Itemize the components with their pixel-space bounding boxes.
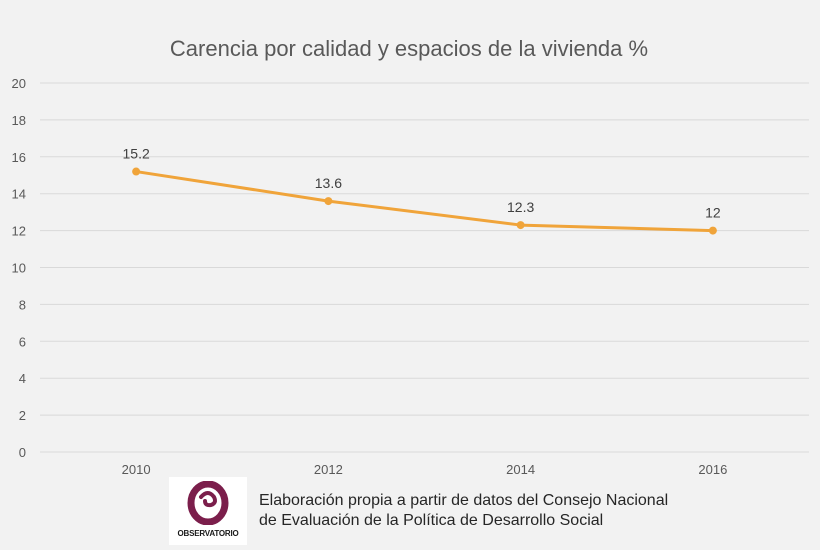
y-tick-label: 12 bbox=[12, 224, 26, 239]
source-line-1: Elaboración propia a partir de datos del… bbox=[259, 492, 669, 509]
gridlines bbox=[40, 82, 809, 453]
y-tick-label: 20 bbox=[12, 76, 26, 91]
data-point bbox=[132, 167, 141, 176]
y-tick-label: 10 bbox=[12, 261, 26, 276]
line-chart: Carencia por calidad y espacios de la vi… bbox=[12, 36, 809, 476]
x-tick-label: 2012 bbox=[314, 462, 343, 476]
data-point bbox=[516, 221, 525, 230]
chart-title: Carencia por calidad y espacios de la vi… bbox=[170, 36, 648, 61]
series-line bbox=[135, 170, 713, 233]
source-line-2: de Evaluación de la Política de Desarrol… bbox=[259, 512, 604, 529]
x-tick-label: 2014 bbox=[506, 462, 535, 476]
observatorio-logo: OBSERVATORIO bbox=[169, 477, 247, 545]
y-tick-label: 18 bbox=[12, 113, 26, 128]
y-tick-label: 8 bbox=[19, 297, 26, 312]
y-tick-label: 4 bbox=[19, 371, 26, 386]
data-label: 15.2 bbox=[123, 146, 150, 162]
y-tick-label: 6 bbox=[19, 334, 26, 349]
data-label: 12.3 bbox=[507, 199, 534, 215]
y-tick-label: 16 bbox=[12, 150, 26, 165]
x-tick-label: 2016 bbox=[698, 462, 727, 476]
data-points bbox=[132, 167, 717, 235]
footer: OBSERVATORIO Elaboración propia a partir… bbox=[169, 476, 668, 546]
y-axis-ticks: 0 2 4 6 8 10 12 14 16 18 20 bbox=[12, 76, 26, 460]
y-tick-label: 2 bbox=[19, 408, 26, 423]
logo-text: OBSERVATORIO bbox=[177, 529, 239, 538]
logo-icon bbox=[187, 481, 229, 525]
y-tick-label: 14 bbox=[12, 187, 26, 202]
x-tick-label: 2010 bbox=[122, 462, 151, 476]
data-label: 12 bbox=[705, 205, 721, 221]
data-point bbox=[324, 197, 333, 206]
y-tick-label: 0 bbox=[19, 445, 26, 460]
data-labels: 15.2 13.6 12.3 12 bbox=[123, 146, 721, 221]
source-note: Elaboración propia a partir de datos del… bbox=[259, 491, 668, 531]
data-label: 13.6 bbox=[315, 175, 342, 191]
x-axis-ticks: 2010 2012 2014 2016 bbox=[122, 462, 728, 476]
data-point bbox=[708, 226, 717, 235]
